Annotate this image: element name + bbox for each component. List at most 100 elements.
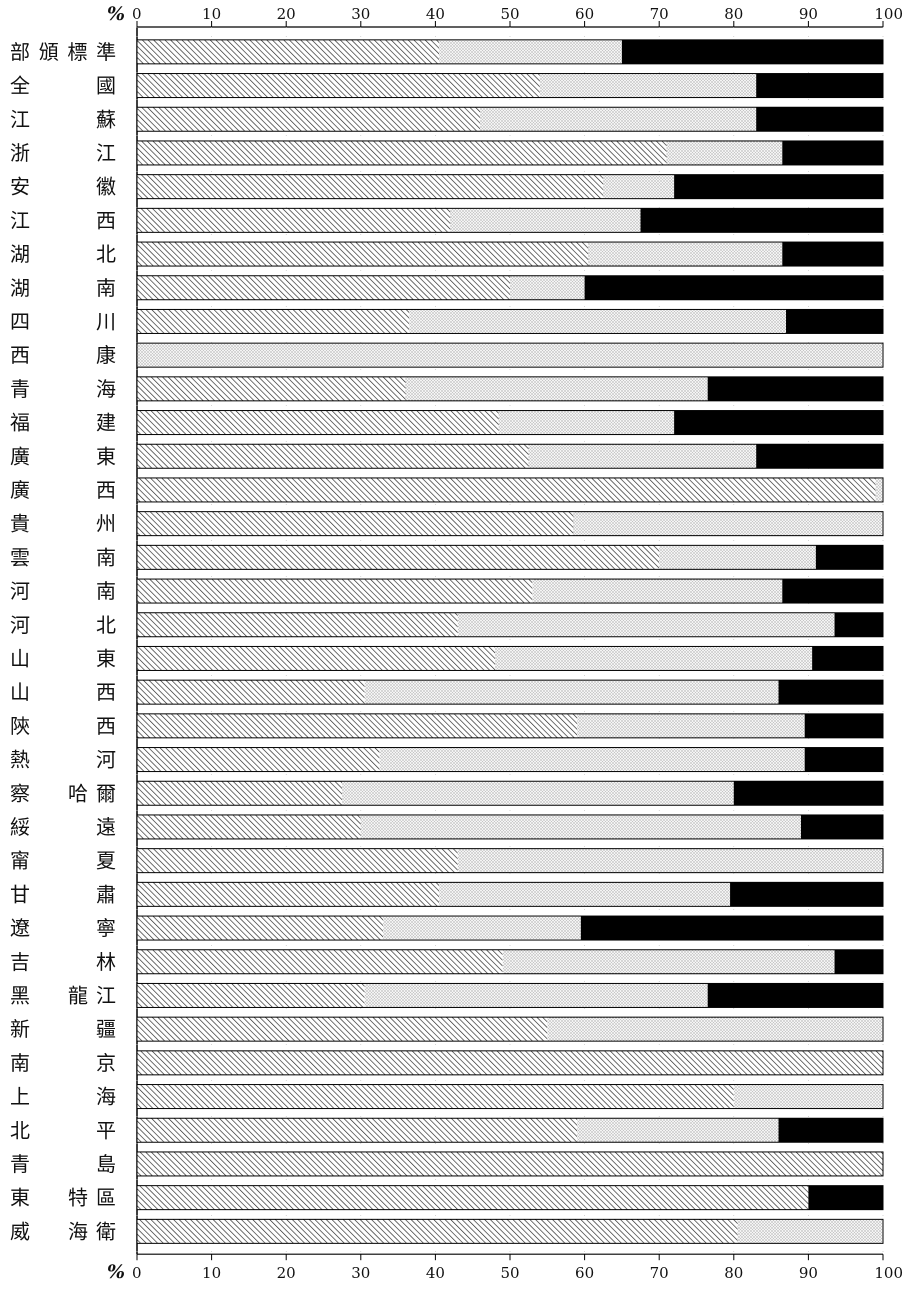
bar-segment-hatched	[137, 511, 574, 536]
category-label: 山西	[10, 680, 116, 704]
category-label: 察哈爾	[10, 781, 116, 805]
bar-segment-dotted	[510, 275, 585, 300]
bar-outline	[136, 1084, 884, 1110]
tick-label-top: 90	[799, 5, 818, 23]
bar-segment-solid	[707, 376, 883, 401]
tick-label-bottom: 90	[799, 1264, 818, 1282]
bar-outline	[136, 39, 884, 65]
bar-segment-dotted	[450, 208, 641, 233]
tick-label-top: 60	[575, 5, 594, 23]
bar-segment-hatched	[137, 1084, 734, 1109]
bar-segment-dotted	[498, 410, 675, 435]
bar-segment-dotted	[577, 713, 805, 738]
bar-segment-dotted	[528, 444, 757, 469]
category-label: 湖北	[10, 242, 116, 266]
bar-outline	[136, 881, 884, 907]
bar-outline	[136, 1050, 884, 1076]
bar-segment-solid	[804, 747, 883, 772]
bar-outline	[136, 410, 884, 436]
bar-outline	[136, 443, 884, 469]
bar-outline	[136, 106, 884, 132]
bar-segment-solid	[730, 882, 883, 907]
category-label: 廣東	[10, 444, 116, 468]
bar-segment-hatched	[137, 680, 365, 705]
bar-segment-hatched	[137, 309, 410, 334]
bar-segment-dotted	[457, 848, 883, 873]
category-label: 黑龍江	[10, 983, 116, 1007]
bar-segment-dotted	[379, 747, 805, 772]
category-label: 青海	[10, 377, 116, 401]
bar-segment-hatched	[137, 1185, 809, 1210]
bar-segment-dotted	[405, 376, 708, 401]
bar-segment-hatched	[137, 983, 365, 1008]
bar-segment-hatched	[137, 612, 458, 637]
category-label: 綏遠	[10, 815, 116, 839]
bar-segment-solid	[782, 242, 883, 267]
bar-segment-dotted	[603, 174, 675, 199]
tick-label-bottom: 0	[132, 1264, 142, 1282]
bar-outline	[136, 544, 884, 570]
bar-segment-hatched	[137, 1219, 738, 1244]
bar-segment-solid	[778, 680, 883, 705]
bar-segment-dotted	[573, 511, 883, 536]
category-label: 新疆	[10, 1017, 116, 1041]
category-label: 青島	[10, 1152, 116, 1176]
bar-segment-solid	[778, 1118, 883, 1143]
bar-segment-hatched	[137, 646, 496, 671]
bar-outline	[136, 174, 884, 200]
bar-segment-solid	[786, 309, 883, 334]
bar-segment-hatched	[137, 1017, 548, 1042]
bar-outline	[136, 949, 884, 975]
bar-outline	[136, 1185, 884, 1211]
bar-outline	[136, 713, 884, 739]
percent-symbol-bottom: %	[107, 1261, 125, 1283]
bar-outline	[136, 814, 884, 840]
category-label: 福建	[10, 411, 116, 435]
bar-segment-dotted	[502, 949, 835, 974]
bar-segment-dotted	[342, 781, 734, 806]
category-label: 四川	[10, 309, 116, 333]
bar-segment-dotted	[547, 1017, 883, 1042]
bar-outline	[136, 1117, 884, 1143]
bar-segment-solid	[834, 612, 883, 637]
bar-segment-hatched	[137, 747, 380, 772]
bar-segment-hatched	[137, 814, 361, 839]
bar-segment-hatched	[137, 208, 451, 233]
bar-outline	[136, 241, 884, 267]
tick-label-top: 50	[500, 5, 519, 23]
bar-segment-solid	[674, 174, 883, 199]
bar-segment-dotted	[364, 983, 708, 1008]
percent-symbol-top: %	[107, 3, 125, 25]
bar-outline	[136, 1218, 884, 1244]
category-label: 上海	[10, 1085, 116, 1109]
bar-segment-hatched	[137, 882, 440, 907]
bar-outline	[136, 73, 884, 99]
bar-segment-hatched	[137, 1118, 578, 1143]
tick-label-top: 40	[426, 5, 445, 23]
category-label: 熱河	[10, 748, 116, 772]
bar-segment-hatched	[137, 781, 343, 806]
category-label: 部頒標準	[10, 40, 116, 64]
tick-label-bottom: 60	[575, 1264, 594, 1282]
bar-segment-solid	[804, 713, 883, 738]
category-label: 安徽	[10, 175, 116, 199]
bar-segment-dotted	[588, 242, 783, 267]
category-label: 湖南	[10, 276, 116, 300]
bar-outline	[136, 308, 884, 334]
bar-segment-solid	[580, 916, 883, 941]
bar-segment-solid	[756, 444, 883, 469]
bar-segment-hatched	[137, 1050, 883, 1075]
bar-segment-hatched	[137, 713, 578, 738]
bar-outline	[136, 477, 884, 503]
tick-label-top: 70	[650, 5, 669, 23]
bar-segment-dotted	[733, 1084, 883, 1109]
bar-outline	[136, 915, 884, 941]
category-label: 河南	[10, 579, 116, 603]
bar-outline	[136, 376, 884, 402]
tick-label-top: 20	[277, 5, 296, 23]
bar-outline	[136, 140, 884, 166]
bar-segment-hatched	[137, 376, 406, 401]
bar-segment-solid	[733, 781, 883, 806]
bar-segment-dotted	[495, 646, 813, 671]
bar-outline	[136, 275, 884, 301]
